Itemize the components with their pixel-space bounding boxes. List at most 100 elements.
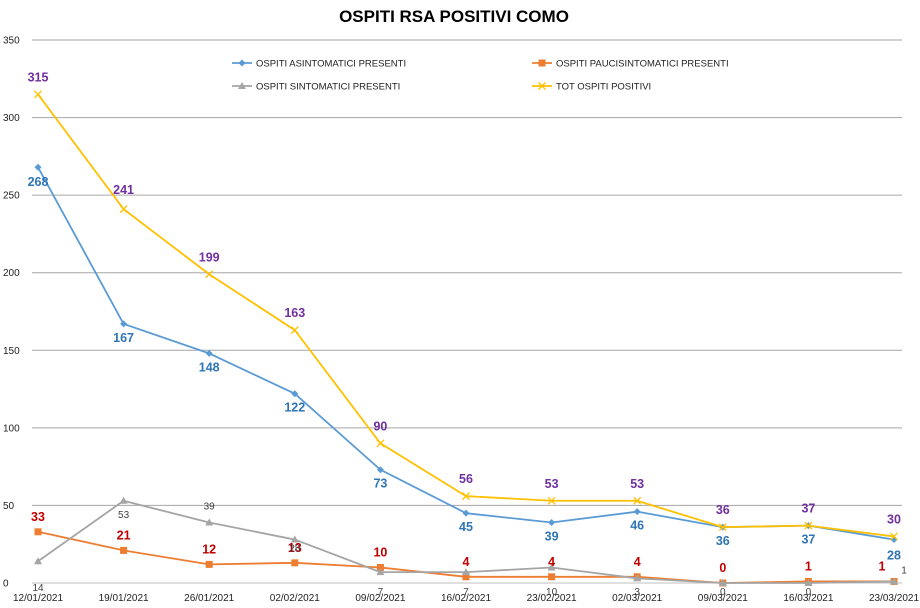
y-axis-ticks: 0 50 100 150 200 250 300 350 [3,36,20,590]
data-label: 12 [202,542,216,556]
legend-item: TOT OSPITI POSITIVI [532,82,651,93]
x-tick-label: 23/03/2021 [869,593,919,604]
series-ospiti-asintomatici-presenti [34,163,898,544]
marker-diamond [238,59,246,67]
data-label: 148 [199,360,220,374]
data-label: 0 [719,561,726,575]
data-label: 45 [459,520,473,534]
data-label: 39 [545,529,559,543]
series-tot-ospiti-positivi [34,90,898,541]
data-label: 167 [113,331,134,345]
marker-x-stroke [804,521,813,530]
marker-triangle [633,574,642,582]
data-label: 163 [284,306,305,320]
data-label: 28 [887,549,901,563]
data-label: 39 [204,501,216,512]
marker-triangle [718,579,727,586]
data-label: 1 [879,559,886,573]
legend-label: OSPITI ASINTOMATICI PRESENTI [256,59,406,70]
marker-square [34,528,42,536]
x-tick-label: 02/03/2021 [612,593,662,604]
marker-square [462,573,470,581]
x-tick-label: 26/01/2021 [184,593,234,604]
marker-x-stroke [34,90,42,99]
data-label: 73 [373,477,387,491]
data-label: 268 [28,175,49,189]
marker-diamond [34,163,42,171]
marker-square [376,563,384,571]
x-tick-label: 23/02/2021 [527,593,577,604]
marker-x [290,326,299,335]
marker-x-stroke [462,492,470,501]
data-label: 21 [117,528,131,542]
data-label: 4 [463,555,470,569]
data-label: 122 [284,401,305,415]
y-tick-label: 150 [3,346,20,357]
marker-triangle [890,577,898,585]
series-ospiti-sintomatici-presenti [34,496,898,586]
marker-x [890,532,898,541]
x-tick-label: 09/03/2021 [698,593,748,604]
marker-x [804,521,813,530]
x-tick-label: 16/03/2021 [783,593,833,604]
legend-label: TOT OSPITI POSITIVI [556,82,651,93]
data-label: 53 [118,510,130,521]
marker-x [119,205,128,214]
marker-x-stroke [538,82,546,90]
data-label: 1 [901,565,907,576]
marker-triangle [34,557,42,565]
y-tick-label: 300 [3,113,20,124]
marker-x-stroke [718,523,727,532]
marker-triangle [238,82,246,89]
y-tick-label: 100 [3,423,20,434]
legend-item: OSPITI ASINTOMATICI PRESENTI [232,59,406,70]
marker-diamond [376,466,384,474]
data-label: 7 [378,587,384,598]
data-label: 28 [289,544,301,555]
data-label: 53 [630,477,644,491]
data-label: 10 [546,587,558,598]
y-tick-label: 0 [3,579,9,590]
marker-x-stroke [290,326,299,335]
marker-triangle [119,496,128,504]
marker-x [462,492,470,501]
marker-x [633,496,642,505]
legend-item: OSPITI SINTOMATICI PRESENTI [232,82,400,93]
marker-triangle [804,579,813,586]
marker-square [205,560,213,568]
data-label: 90 [373,419,387,433]
x-tick-label: 09/02/2021 [355,593,405,604]
marker-square [538,59,546,67]
data-label: 14 [32,583,44,594]
legend-label: OSPITI SINTOMATICI PRESENTI [256,82,400,93]
marker-x [718,523,727,532]
data-label: 10 [373,545,387,559]
series-group [34,90,898,587]
data-label: 0 [720,587,726,598]
marker-x [205,270,214,279]
data-label: 241 [113,183,134,197]
data-label: 315 [28,70,49,84]
data-label: 37 [801,533,815,547]
marker-x [547,496,556,505]
data-label: 13 [288,541,302,555]
data-label: 4 [548,555,555,569]
data-label: 3 [634,587,640,598]
marker-x-stroke [890,532,898,541]
marker-diamond [120,320,128,328]
data-label: 4 [634,555,641,569]
x-tick-label: 12/01/2021 [13,593,63,604]
series-line [37,93,895,538]
marker-diamond [462,509,470,517]
data-label: 46 [630,519,644,533]
data-label: 33 [31,510,45,524]
marker-triangle [376,568,385,576]
marker-diamond [633,508,641,516]
marker-triangle [462,568,470,576]
marker-triangle [547,563,556,571]
x-tick-label: 19/01/2021 [99,593,149,604]
legend: OSPITI ASINTOMATICI PRESENTI OSPITI PAUCI… [232,59,729,93]
marker-x-stroke [376,439,385,448]
